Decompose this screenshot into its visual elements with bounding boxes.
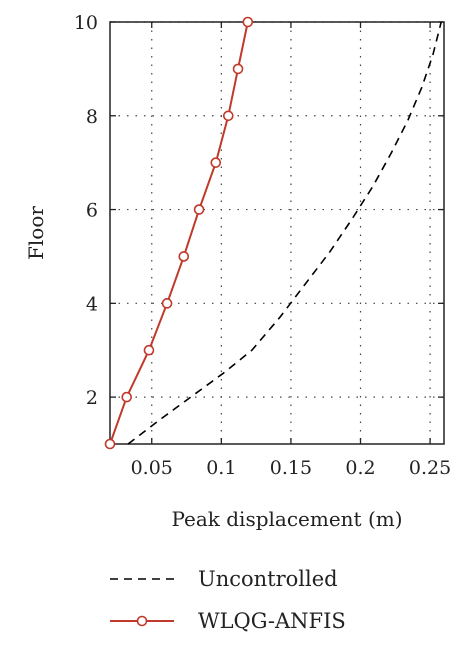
legend-marker-wlqg-anfis: [136, 615, 148, 627]
plot-frame: [109, 21, 445, 445]
legend-label-wlqg-anfis: WLQG-ANFIS: [198, 609, 346, 633]
data-point: [232, 63, 244, 75]
data-point: [161, 298, 173, 309]
y-ticks: 2 4 6 8 10: [74, 12, 444, 409]
y-tick-label: 10: [74, 12, 98, 34]
series-line-uncontrolled: [127, 21, 442, 445]
x-axis-label: Peak displacement (m): [171, 507, 402, 531]
data-point: [242, 16, 254, 28]
x-tick-label: 0.15: [270, 457, 312, 479]
y-tick-label: 2: [86, 387, 98, 409]
x-ticks: 0.05 0.1 0.15 0.2 0.25: [131, 22, 451, 479]
data-point: [222, 110, 234, 122]
y-axis-label: Floor: [24, 206, 48, 260]
x-tick-label: 0.25: [409, 457, 451, 479]
y-tick-label: 6: [86, 200, 98, 222]
data-point: [178, 251, 190, 262]
series-line-wlqg-anfis: [109, 21, 249, 445]
legend: Uncontrolled WLQG-ANFIS: [110, 567, 346, 633]
data-point: [210, 157, 222, 168]
legend-label-uncontrolled: Uncontrolled: [198, 567, 338, 591]
x-tick-label: 0.2: [345, 457, 375, 479]
x-tick-label: 0.05: [131, 457, 173, 479]
data-point: [104, 438, 116, 450]
data-point: [193, 204, 205, 215]
data-point: [121, 391, 132, 403]
y-tick-label: 4: [86, 293, 98, 315]
data-point: [143, 344, 155, 356]
series: [104, 16, 442, 450]
y-tick-label: 8: [86, 106, 98, 128]
grid: [110, 21, 444, 444]
x-tick-label: 0.1: [206, 457, 236, 479]
